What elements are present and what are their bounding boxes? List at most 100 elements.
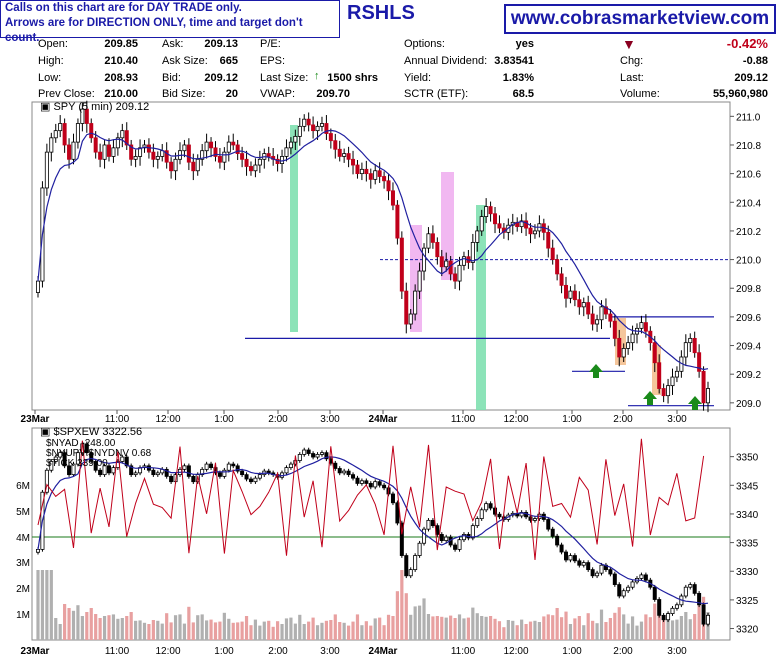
spxew-candle xyxy=(186,465,191,477)
volume-bar xyxy=(417,605,422,640)
volume-bar xyxy=(40,570,45,640)
candle xyxy=(80,108,85,124)
lower-x-axis-label: 11:00 xyxy=(451,646,476,657)
eps-label: EPS: xyxy=(260,55,286,67)
volume-bar xyxy=(284,618,289,640)
volume-bar xyxy=(244,616,249,640)
spxew-candle xyxy=(129,465,134,476)
spxew-candle xyxy=(351,474,356,479)
candle xyxy=(581,302,586,308)
volume-bar xyxy=(604,622,608,640)
candle xyxy=(244,158,249,167)
volume-bar xyxy=(626,623,630,640)
volume-bar xyxy=(564,611,568,640)
notice-line-1: Calls on this chart are for DAY TRADE on… xyxy=(5,2,242,14)
candle xyxy=(453,273,458,282)
volume-bar xyxy=(675,619,679,640)
candle xyxy=(146,144,151,153)
candle xyxy=(706,388,711,404)
candle xyxy=(404,290,409,325)
candle xyxy=(155,156,160,160)
candle xyxy=(577,299,582,308)
spxew-candle xyxy=(257,474,262,479)
last-label: Last: xyxy=(620,72,644,84)
volume-bar xyxy=(222,612,226,640)
x-axis-label: 23Mar xyxy=(21,414,50,425)
volume-bar xyxy=(453,618,457,640)
candle xyxy=(435,241,440,258)
candle xyxy=(302,118,307,127)
spxew-candle xyxy=(133,472,138,476)
candle xyxy=(661,388,666,397)
volume-axis-label: 4M xyxy=(16,533,30,544)
y-axis-label: 209.4 xyxy=(736,342,761,353)
candle xyxy=(417,270,422,292)
volume-bar xyxy=(542,616,546,640)
spxew-candle xyxy=(364,480,369,484)
candle xyxy=(626,342,631,349)
x-axis-label: 2:00 xyxy=(268,414,288,425)
candle xyxy=(701,370,706,404)
yield-label: Yield: xyxy=(404,72,432,84)
spxew-candle xyxy=(692,584,697,594)
brand-link[interactable]: www.cobrasmarketview.com xyxy=(504,4,776,34)
y-axis-label: 210.0 xyxy=(736,256,761,267)
bid-size-label: Bid Size: xyxy=(162,88,206,100)
candle xyxy=(595,319,600,325)
candle xyxy=(479,216,484,232)
spxew-candle xyxy=(359,480,364,484)
spxew-candle xyxy=(58,452,63,458)
spxew-candle xyxy=(36,548,41,553)
candle xyxy=(106,144,111,157)
y-axis-label: 209.6 xyxy=(736,313,761,324)
high-value: 210.40 xyxy=(104,55,138,67)
tick-legend: $TICK 339.00 xyxy=(46,458,108,469)
volume-bar xyxy=(85,612,89,640)
spxew-candle xyxy=(106,465,111,474)
candle xyxy=(111,147,116,157)
lower-panel-frame xyxy=(31,427,731,641)
volume-bar xyxy=(98,618,102,640)
volume-bar xyxy=(431,616,435,640)
green-highlight-band xyxy=(476,205,486,410)
volume-bar xyxy=(409,614,413,640)
spxew-candle xyxy=(324,452,329,460)
volume-bar xyxy=(298,614,302,640)
open-label: Open: xyxy=(38,38,68,50)
last-value: 209.12 xyxy=(734,72,768,84)
candle xyxy=(390,190,395,206)
volume-bar xyxy=(236,622,240,640)
candle xyxy=(555,259,560,275)
spxew-candle xyxy=(240,470,245,476)
spy-title-text: SPY (5 min) 209.12 xyxy=(53,101,149,113)
candle xyxy=(524,220,529,229)
volume-bar xyxy=(670,620,675,640)
candle xyxy=(311,124,316,132)
spxew-candle xyxy=(288,463,293,469)
volume-bar xyxy=(378,617,382,640)
bid-label: Bid: xyxy=(162,72,181,84)
volume-bar xyxy=(413,606,417,640)
ask-size-label: Ask Size: xyxy=(162,55,208,67)
options-label: Options: xyxy=(404,38,445,50)
volume-bar xyxy=(577,616,581,640)
spxew-candle xyxy=(688,584,693,588)
candle xyxy=(217,156,222,163)
spxew-candle xyxy=(84,443,89,454)
last-size-label: Last Size: xyxy=(260,72,309,84)
spxew-candle xyxy=(209,463,214,469)
high-label: High: xyxy=(38,55,64,67)
volume-bar xyxy=(36,570,40,640)
volume-bar xyxy=(520,619,524,640)
lower-y-label: 3340 xyxy=(736,510,759,521)
candle xyxy=(288,141,293,149)
volume-bar xyxy=(138,620,142,640)
spxew-candle xyxy=(399,522,404,556)
spxew-candle xyxy=(701,604,706,625)
spxew-candle xyxy=(621,590,626,597)
candle xyxy=(346,153,351,160)
dividend-label: Annual Dividend: xyxy=(404,55,488,67)
candle xyxy=(461,256,466,266)
volume-bar xyxy=(480,616,484,640)
lower-y-label: 3320 xyxy=(736,625,759,636)
